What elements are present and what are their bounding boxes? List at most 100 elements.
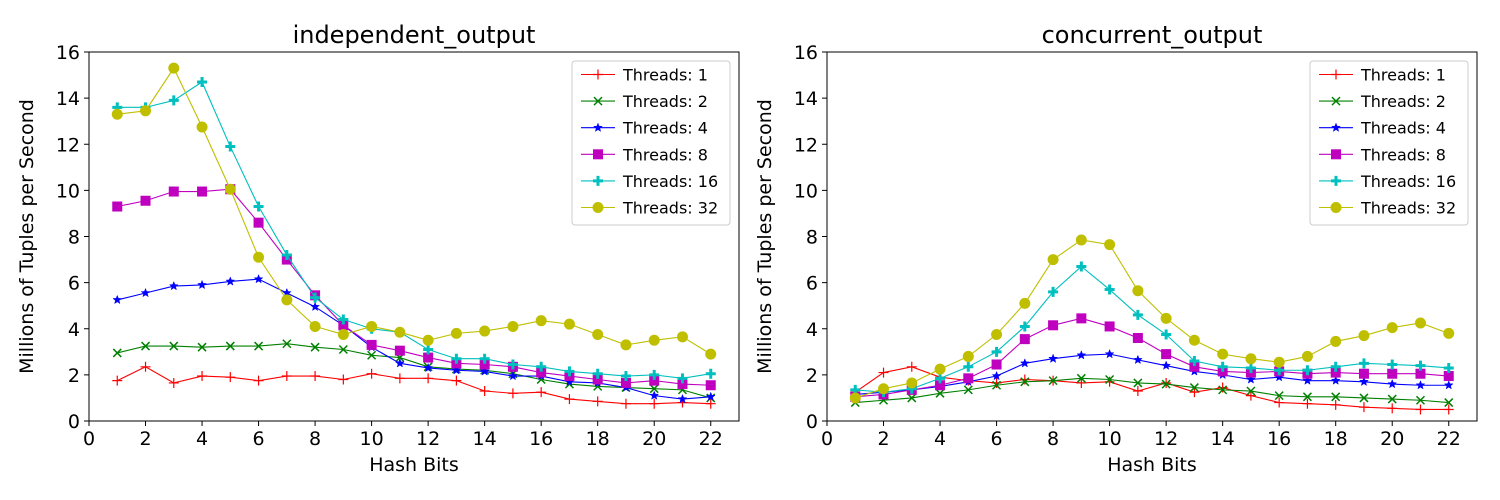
data-point bbox=[620, 398, 631, 409]
data-point bbox=[450, 327, 462, 339]
legend-marker bbox=[1331, 175, 1341, 186]
data-point bbox=[1075, 234, 1087, 246]
plot-frame bbox=[826, 51, 1478, 422]
data-point bbox=[140, 341, 151, 351]
data-point bbox=[394, 373, 405, 384]
series-threads-1 bbox=[112, 361, 716, 409]
data-point bbox=[705, 348, 717, 360]
series-line bbox=[855, 265, 1449, 393]
data-point bbox=[1443, 380, 1454, 390]
data-point bbox=[507, 388, 518, 399]
data-point bbox=[1019, 358, 1030, 368]
data-point bbox=[253, 375, 264, 386]
legend-entry: Threads: 32 bbox=[581, 199, 718, 218]
y-tick-label: 0 bbox=[68, 411, 80, 433]
data-point bbox=[1048, 320, 1059, 331]
data-point bbox=[992, 380, 1002, 390]
x-tick-label: 16 bbox=[529, 428, 553, 450]
data-point bbox=[197, 186, 208, 197]
data-point bbox=[1104, 239, 1116, 251]
data-point bbox=[1415, 380, 1426, 390]
legend-box bbox=[571, 60, 731, 226]
x-axis-label: Hash Bits bbox=[1107, 454, 1197, 476]
data-point bbox=[197, 76, 208, 87]
y-tick-label: 6 bbox=[806, 273, 818, 295]
data-point bbox=[1189, 383, 1199, 393]
data-point bbox=[451, 375, 462, 386]
x-axis-label: Hash Bits bbox=[369, 454, 459, 476]
data-point bbox=[1245, 390, 1256, 401]
data-point bbox=[479, 325, 491, 337]
data-point bbox=[1245, 353, 1257, 365]
legend-marker bbox=[592, 202, 604, 213]
legend-marker bbox=[593, 69, 603, 80]
data-point bbox=[111, 108, 123, 120]
data-point bbox=[1387, 378, 1398, 389]
data-point bbox=[1273, 356, 1285, 368]
data-point bbox=[849, 392, 861, 404]
data-point bbox=[1132, 309, 1143, 320]
x-tick-label: 8 bbox=[309, 428, 321, 450]
chart-panel-2: concurrent_output Hash Bits Millions of Tu… bbox=[754, 21, 1478, 476]
legend-label: Threads: 4 bbox=[622, 119, 708, 138]
data-point bbox=[253, 201, 264, 212]
data-point bbox=[1415, 395, 1426, 405]
y-tick-label: 6 bbox=[68, 273, 80, 295]
y-axis-label: Millions of Tuples per Second bbox=[16, 99, 38, 374]
x-tick-label: 2 bbox=[877, 428, 889, 450]
data-point bbox=[507, 320, 519, 332]
data-point bbox=[253, 217, 264, 228]
data-point bbox=[1048, 376, 1058, 386]
x-tick-label: 20 bbox=[1380, 428, 1404, 450]
data-point bbox=[253, 273, 264, 284]
data-point bbox=[1104, 376, 1115, 387]
series-threads-32 bbox=[849, 234, 1455, 404]
legend-marker bbox=[1331, 96, 1341, 106]
data-point bbox=[197, 371, 208, 382]
legend-label: Threads: 16 bbox=[1360, 172, 1456, 191]
y-tick-label: 2 bbox=[68, 365, 80, 387]
data-point bbox=[1330, 361, 1341, 372]
data-point bbox=[310, 301, 321, 312]
chart-title: concurrent_output bbox=[1042, 21, 1263, 49]
series-line bbox=[117, 366, 711, 405]
data-point bbox=[1387, 359, 1398, 370]
data-point bbox=[677, 373, 688, 384]
data-point bbox=[338, 344, 348, 355]
data-point bbox=[963, 361, 974, 372]
data-point bbox=[451, 353, 462, 364]
x-tick-label: 6 bbox=[253, 428, 265, 450]
data-point bbox=[140, 195, 151, 206]
data-point bbox=[423, 344, 434, 355]
data-point bbox=[168, 186, 179, 197]
series-threads-2 bbox=[850, 373, 1454, 408]
legend-marker bbox=[1331, 69, 1341, 80]
y-tick-label: 10 bbox=[56, 180, 80, 202]
data-point bbox=[906, 377, 918, 389]
data-point bbox=[394, 345, 405, 356]
legend-marker bbox=[1331, 149, 1341, 160]
data-point bbox=[338, 314, 349, 325]
y-tick-label: 14 bbox=[56, 88, 80, 110]
series-line bbox=[117, 278, 711, 400]
x-tick-label: 20 bbox=[642, 428, 666, 450]
data-point bbox=[1330, 399, 1341, 410]
x-tick-label: 0 bbox=[821, 428, 833, 450]
data-point bbox=[1443, 327, 1455, 339]
legend-label: Threads: 8 bbox=[622, 145, 708, 164]
legend-label: Threads: 2 bbox=[1360, 92, 1446, 111]
data-point bbox=[1358, 358, 1369, 369]
data-point bbox=[1076, 313, 1087, 324]
legend-entry: Threads: 2 bbox=[1319, 92, 1446, 111]
series-line bbox=[855, 377, 1449, 404]
x-tick-label: 0 bbox=[83, 428, 95, 450]
data-point bbox=[1387, 403, 1398, 414]
legend-entry: Threads: 8 bbox=[1319, 145, 1446, 164]
data-point bbox=[535, 315, 547, 327]
data-point bbox=[1217, 348, 1229, 360]
data-point bbox=[1302, 375, 1313, 385]
legend-marker bbox=[1330, 202, 1342, 213]
data-point bbox=[168, 62, 180, 74]
data-point bbox=[1387, 394, 1397, 404]
data-point bbox=[1443, 404, 1454, 415]
